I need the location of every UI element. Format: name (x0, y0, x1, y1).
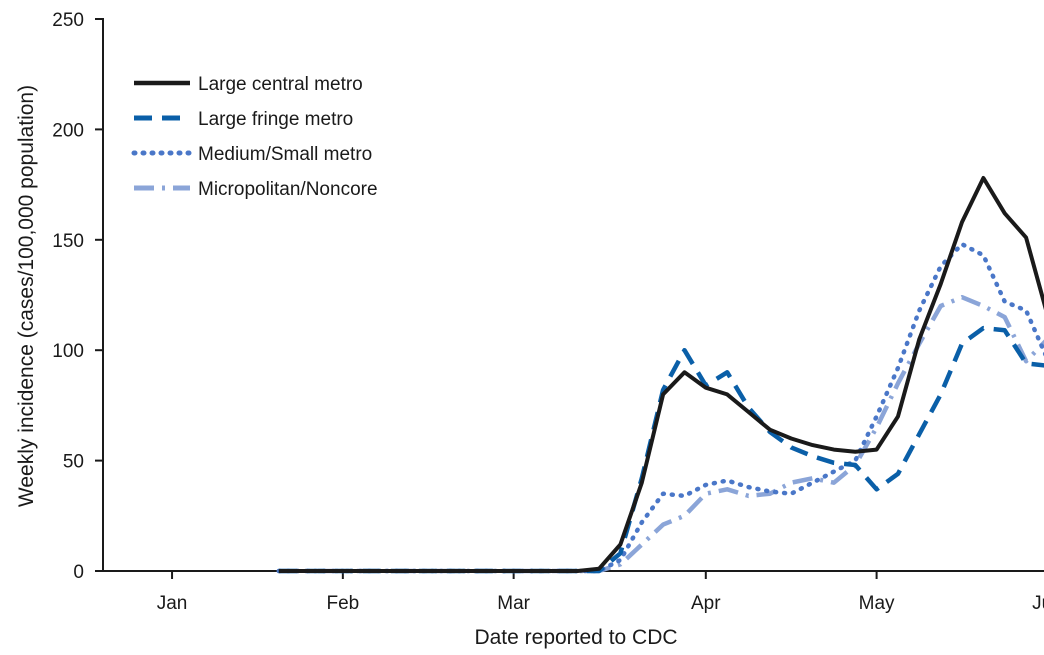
y-tick-label: 150 (52, 231, 84, 252)
legend-label: Large central metro (198, 74, 363, 95)
legend-label: Large fringe metro (198, 109, 353, 130)
legend: Large central metro Large fringe metro Med… (131, 74, 378, 200)
x-axis-ticks: JanFebMarAprMayJunJulAugSepOct (157, 571, 1044, 614)
x-tick-label: Mar (497, 593, 530, 614)
series-line-3 (278, 294, 1044, 574)
x-axis-title: Date reported to CDC (474, 626, 677, 649)
x-tick-label: Jan (157, 593, 188, 614)
x-tick-label: Jun (1032, 593, 1044, 614)
legend-label: Micropolitan/Noncore (198, 179, 378, 200)
x-tick-label: Feb (326, 593, 359, 614)
series-line-0 (278, 176, 1044, 573)
y-tick-label: 100 (52, 341, 84, 362)
y-tick-label: 0 (73, 562, 84, 583)
x-tick-label: May (859, 593, 895, 614)
y-tick-label: 50 (63, 452, 84, 473)
series-line-1 (278, 325, 1044, 574)
y-tick-label: 250 (52, 10, 84, 31)
y-axis-title: Weekly incidence (cases/100,000 populati… (15, 85, 38, 507)
legend-label: Medium/Small metro (198, 144, 372, 165)
series-layer (276, 176, 1044, 574)
x-tick-label: Apr (691, 593, 721, 614)
y-axis-ticks: 0 50 100 150 200 250 (52, 10, 103, 583)
y-tick-label: 200 (52, 120, 84, 141)
